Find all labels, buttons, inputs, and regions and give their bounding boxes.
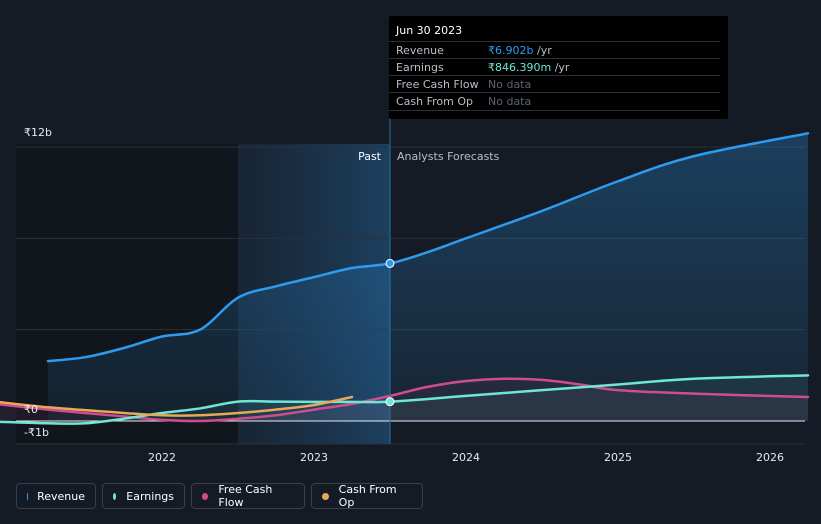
forecast-label: Analysts Forecasts bbox=[397, 150, 500, 163]
x-tick-label: 2025 bbox=[604, 451, 632, 464]
tooltip-date: Jun 30 2023 bbox=[396, 24, 463, 37]
tooltip-value: No data bbox=[488, 95, 532, 108]
y-tick-label: -₹1b bbox=[24, 426, 49, 439]
tooltip-value: ₹6.902b bbox=[488, 44, 534, 57]
legend-label: Free Cash Flow bbox=[218, 483, 273, 509]
tooltip-label: Earnings bbox=[396, 61, 444, 74]
tooltip-label: Free Cash Flow bbox=[396, 78, 479, 91]
legend-item-cash-from-op[interactable]: Cash From Op bbox=[311, 483, 423, 509]
tooltip-row-revenue: Revenue ₹6.902b /yr bbox=[389, 41, 720, 59]
tooltip-label: Cash From Op bbox=[396, 95, 474, 108]
cash-from-op-dot-icon bbox=[322, 492, 329, 500]
legend-item-free-cash-flow[interactable]: Free Cash Flow bbox=[191, 483, 305, 509]
tooltip-value: No data bbox=[488, 78, 532, 91]
x-tick-label: 2026 bbox=[756, 451, 784, 464]
legend-label: Cash From Op bbox=[338, 483, 397, 509]
tooltip-unit: /yr bbox=[536, 44, 552, 57]
tooltip-unit: /yr bbox=[554, 61, 570, 74]
revenue-area bbox=[48, 133, 808, 422]
legend-item-earnings[interactable]: Earnings bbox=[102, 483, 185, 509]
earnings-area bbox=[0, 375, 808, 424]
earnings-marker bbox=[385, 397, 395, 407]
earnings-dot-icon bbox=[113, 492, 117, 500]
free-cash-flow-dot-icon bbox=[202, 492, 209, 500]
revenue-line bbox=[46, 132, 810, 363]
cash-from-op-line bbox=[0, 395, 354, 417]
tooltip-row-cash-from-op: Cash From Op No data bbox=[389, 92, 720, 111]
x-tick-label: 2023 bbox=[300, 451, 328, 464]
tooltip-value: ₹846.390m bbox=[488, 61, 552, 74]
tooltip-label: Revenue bbox=[396, 44, 444, 57]
chart-legend: Revenue Earnings Free Cash Flow Cash Fro… bbox=[16, 483, 423, 511]
earnings-line bbox=[0, 374, 810, 425]
y-tick-label: ₹12b bbox=[24, 126, 52, 139]
y-tick-label: ₹0 bbox=[24, 403, 38, 416]
revenue-marker bbox=[385, 258, 395, 268]
legend-item-revenue[interactable]: Revenue bbox=[16, 483, 96, 509]
past-label: Past bbox=[358, 150, 382, 163]
x-tick-label: 2024 bbox=[452, 451, 480, 464]
legend-label: Earnings bbox=[126, 489, 174, 503]
legend-label: Revenue bbox=[37, 489, 85, 503]
chart-tooltip: Jun 30 2023 Revenue ₹6.902b /yr Earnings… bbox=[389, 16, 728, 119]
x-tick-label: 2022 bbox=[148, 451, 176, 464]
tooltip-row-free-cash-flow: Free Cash Flow No data bbox=[389, 75, 720, 93]
tooltip-row-earnings: Earnings ₹846.390m /yr bbox=[389, 58, 720, 76]
